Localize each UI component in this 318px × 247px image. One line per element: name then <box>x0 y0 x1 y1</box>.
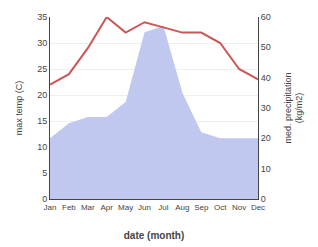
svg-text:Jun: Jun <box>138 203 151 212</box>
svg-text:Apr: Apr <box>101 203 114 212</box>
svg-text:20: 20 <box>37 90 47 100</box>
svg-text:Aug: Aug <box>175 203 189 212</box>
svg-text:Feb: Feb <box>62 203 76 212</box>
svg-text:date (month): date (month) <box>124 230 185 241</box>
svg-text:50: 50 <box>261 42 271 52</box>
svg-text:10: 10 <box>37 142 47 152</box>
svg-text:max temp (C): max temp (C) <box>14 81 24 136</box>
svg-text:Jan: Jan <box>44 203 57 212</box>
svg-text:Mar: Mar <box>81 203 95 212</box>
svg-text:25: 25 <box>37 64 47 74</box>
svg-text:May: May <box>118 203 133 212</box>
svg-text:20: 20 <box>261 133 271 143</box>
svg-text:15: 15 <box>37 116 47 126</box>
svg-text:5: 5 <box>42 168 47 178</box>
svg-text:Sep: Sep <box>194 203 209 212</box>
svg-text:40: 40 <box>261 73 271 83</box>
svg-text:30: 30 <box>37 38 47 48</box>
svg-text:Jul: Jul <box>158 203 168 212</box>
svg-text:0: 0 <box>42 194 47 204</box>
svg-text:Nov: Nov <box>232 203 246 212</box>
svg-text:0: 0 <box>261 194 266 204</box>
svg-text:60: 60 <box>261 12 271 22</box>
svg-text:30: 30 <box>261 103 271 113</box>
svg-text:35: 35 <box>37 12 47 22</box>
svg-text:Oct: Oct <box>214 203 227 212</box>
svg-text:10: 10 <box>261 164 271 174</box>
svg-text:med. precipitation(kg/m2): med. precipitation(kg/m2) <box>283 72 305 143</box>
svg-text:Dec: Dec <box>251 203 265 212</box>
